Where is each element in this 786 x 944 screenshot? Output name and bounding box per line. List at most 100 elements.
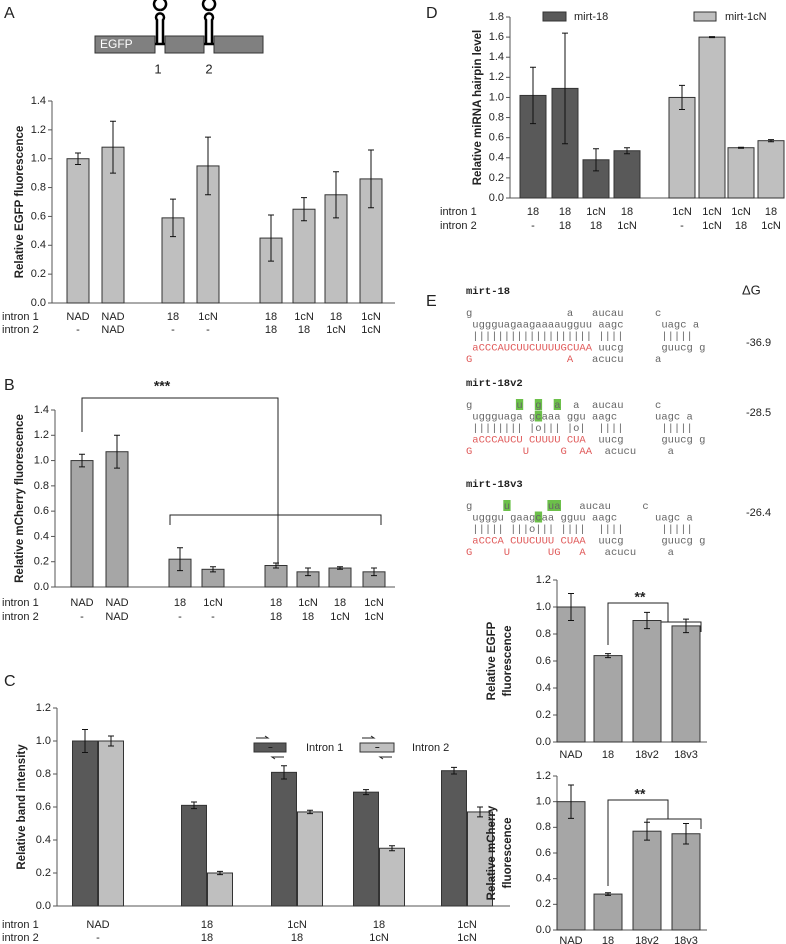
x-tick-label: 18 (265, 311, 277, 323)
error-bar (709, 36, 715, 39)
bar (671, 833, 701, 931)
error-bar (177, 547, 183, 572)
x-tick-label: 18 (302, 611, 314, 623)
structure-line: G U G AA acucu a (466, 446, 674, 458)
structure-line: ||||| |||o||| |||| |||| ||||| (466, 524, 693, 536)
x-tick-label: 18v3 (674, 935, 698, 944)
error-bar (562, 32, 568, 145)
structure-name: mirt-18v3 (466, 479, 523, 491)
x-tick-label: 18 (590, 220, 602, 232)
x-tick-label: 18 (174, 597, 186, 609)
y-tick-label: 0.8 (36, 768, 51, 780)
bar (379, 847, 405, 907)
x-tick-label: 1cN (361, 311, 381, 323)
x-tick-label: 18v3 (674, 749, 698, 761)
bracket (81, 397, 382, 566)
structure-line: g a aucau c (466, 308, 661, 320)
error-bar (363, 789, 369, 796)
error-bar (451, 766, 457, 775)
bar (297, 811, 323, 907)
x-tick-label: 1cN (702, 220, 722, 232)
x-tick-label: 18 (330, 311, 342, 323)
error-bar (644, 821, 650, 841)
x-tick-label: - (96, 932, 100, 944)
bar (613, 150, 641, 199)
bar (72, 740, 98, 907)
error-bar (605, 653, 611, 659)
structure-segment: g a aucau c (466, 308, 661, 320)
y-axis-label: Relative mCherry (486, 805, 498, 900)
x-tick-label: 1cN (298, 597, 318, 609)
x-tick-label: - (76, 324, 80, 336)
bar (698, 36, 726, 199)
row-label: intron 1 (2, 597, 39, 609)
x-tick-label: 1cN (364, 611, 384, 623)
y-tick-label: 0.8 (536, 821, 551, 833)
error-bar (82, 728, 88, 754)
structure-line: aCCCAUCU CUUUU CUA uucg guucg g (466, 434, 705, 446)
error-bar (217, 870, 223, 876)
error-bar (108, 735, 114, 747)
y-tick-label: 1.2 (34, 429, 49, 441)
x-tick-label: 1cN (617, 220, 637, 232)
y-axis-label: Relative EGFP fluorescence (14, 126, 26, 279)
legend-primer (256, 735, 284, 760)
y-tick-label: 0.2 (34, 556, 49, 568)
legend-swatch (693, 11, 717, 22)
x-tick-label: NAD (105, 597, 128, 609)
y-tick-label: 1.6 (489, 31, 504, 43)
bar (207, 872, 233, 907)
delta-g: -36.9 (746, 337, 771, 349)
gene-diagram: EGFP 1 2 (94, 0, 264, 76)
structure-segment: G U G AA (466, 446, 593, 458)
y-tick-label: 0.6 (536, 655, 551, 667)
y-tick-label: 0.0 (36, 900, 51, 912)
bar (593, 893, 623, 931)
x-tick-label: 1cN (761, 220, 781, 232)
error-bar (305, 567, 311, 577)
error-bar (624, 147, 630, 155)
delta-g: -28.5 (746, 407, 771, 419)
x-tick-label: NAD (66, 311, 89, 323)
x-tick-label: 1cN (294, 311, 314, 323)
bar (727, 147, 755, 199)
structure-segment: aCCCAUCU CUUUU CUA (466, 434, 586, 446)
y-tick-label: 0.6 (36, 801, 51, 813)
error-bar (738, 146, 744, 149)
x-tick-label: 1cN (330, 611, 350, 623)
x-tick-label: 1cN (731, 206, 751, 218)
x-tick-label: NAD (559, 935, 582, 944)
structure-segment: uggguaga gcaaa ggu aagc uagc a (466, 411, 693, 423)
row-label: intron 1 (2, 311, 39, 323)
structure-segment: ||||||||||||||||||| |||| ||||| (466, 331, 693, 343)
error-bar (371, 567, 377, 577)
x-tick-label: NAD (86, 919, 109, 931)
gene-label: EGFP (100, 37, 133, 51)
x-tick-label: 18 (602, 935, 614, 944)
x-tick-label: NAD (105, 611, 128, 623)
site-label: 2 (205, 61, 212, 76)
x-tick-label: - (178, 611, 182, 623)
y-tick-label: 1.4 (31, 95, 46, 107)
x-tick-label: - (206, 324, 210, 336)
x-tick-label: 1cN (457, 932, 477, 944)
structure-name: mirt-18v2 (466, 378, 523, 390)
bar (668, 96, 696, 199)
error-bar (170, 198, 176, 238)
bar (757, 140, 785, 199)
error-bar (568, 784, 574, 819)
y-tick-label: 0.4 (31, 239, 46, 251)
significance: ** (635, 786, 646, 802)
site-label: 1 (154, 61, 161, 76)
y-axis-label: Relative EGFP (486, 621, 498, 700)
y-tick-label: 0.8 (31, 181, 46, 193)
y-tick-label: 0.2 (489, 172, 504, 184)
error-bar (337, 566, 343, 570)
bar (353, 791, 379, 907)
exon (164, 35, 205, 54)
error-bar (389, 845, 395, 852)
bar (441, 770, 467, 907)
y-tick-label: 0.2 (36, 867, 51, 879)
structure-segment: aCCCAUCUUCUUUUGCUAA (466, 342, 593, 354)
